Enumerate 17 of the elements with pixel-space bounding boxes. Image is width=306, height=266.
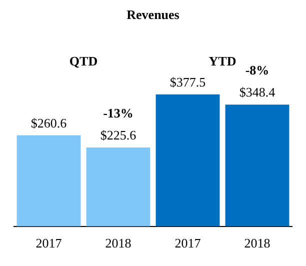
bar (16, 135, 81, 226)
bar (225, 104, 290, 226)
x-tick-label: 2018 (244, 236, 270, 251)
bar (86, 148, 150, 226)
data-label: $377.5 (170, 74, 206, 90)
x-tick-label: 2017 (174, 236, 202, 251)
text: YTD (208, 54, 236, 69)
x-tick-label: 2017 (36, 236, 62, 251)
data-label: $348.4 (239, 84, 276, 100)
text: -8% (245, 62, 270, 78)
data-label: $225.6 (100, 128, 137, 143)
data-label: $260.6 (30, 115, 68, 130)
chart-title: Revenues (126, 7, 180, 22)
annotation: -13% (103, 106, 134, 121)
bar (156, 94, 220, 226)
x-tick-label: 2018 (105, 236, 132, 251)
text: QTD (69, 54, 98, 69)
